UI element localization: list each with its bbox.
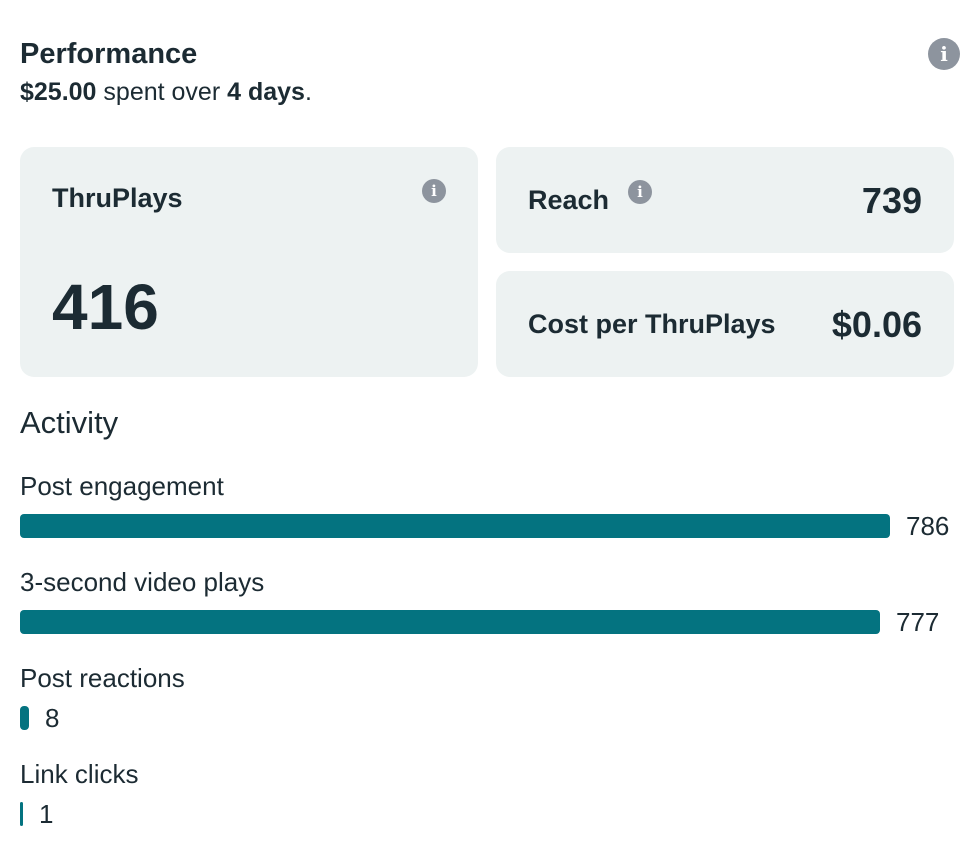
activity-row-link-clicks: Link clicks 1 bbox=[20, 758, 960, 829]
reach-label: Reach bbox=[528, 185, 610, 215]
performance-summary: $25.00 spent over 4 days. bbox=[20, 76, 960, 108]
duration: 4 days bbox=[227, 78, 305, 106]
info-icon[interactable]: i bbox=[928, 38, 960, 70]
activity-row-post-engagement: Post engagement 786 bbox=[20, 470, 960, 541]
thruplays-info-icon[interactable]: i bbox=[422, 179, 446, 203]
activity-row-3-second-video-plays: 3-second video plays 777 bbox=[20, 566, 960, 637]
spent-text: spent over bbox=[103, 78, 221, 106]
activity-row-post-reactions: Post reactions 8 bbox=[20, 662, 960, 733]
activity-bar bbox=[20, 706, 29, 730]
amount-spent: $25.00 bbox=[20, 78, 97, 106]
activity-value: 8 bbox=[45, 703, 60, 733]
thruplays-label: ThruPlays bbox=[52, 183, 183, 213]
cost-value: $0.06 bbox=[831, 304, 922, 345]
thruplays-card: ThruPlays i 416 bbox=[20, 147, 478, 377]
cost-label: Cost per ThruPlays bbox=[528, 309, 776, 339]
activity-value: 786 bbox=[906, 511, 950, 541]
activity-bar bbox=[20, 514, 890, 538]
activity-value: 777 bbox=[896, 607, 940, 637]
activity-bar bbox=[20, 802, 23, 826]
activity-label: Link clicks bbox=[20, 759, 139, 789]
activity-label: Post reactions bbox=[20, 663, 185, 693]
activity-label: Post engagement bbox=[20, 471, 224, 501]
page-title: Performance bbox=[20, 38, 198, 70]
reach-value: 739 bbox=[861, 180, 922, 221]
activity-label: 3-second video plays bbox=[20, 567, 265, 597]
thruplays-value: 416 bbox=[52, 271, 159, 343]
activity-bar bbox=[20, 610, 880, 634]
summary-period: . bbox=[304, 78, 312, 106]
performance-header: Performance $25.00 spent over 4 days. i bbox=[20, 36, 960, 108]
cost-per-thruplay-card: Cost per ThruPlays $0.06 bbox=[496, 271, 954, 377]
reach-card: Reach i 739 bbox=[496, 147, 954, 253]
reach-info-icon[interactable]: i bbox=[628, 180, 652, 204]
activity-title: Activity bbox=[20, 405, 119, 440]
activity-value: 1 bbox=[39, 799, 54, 829]
